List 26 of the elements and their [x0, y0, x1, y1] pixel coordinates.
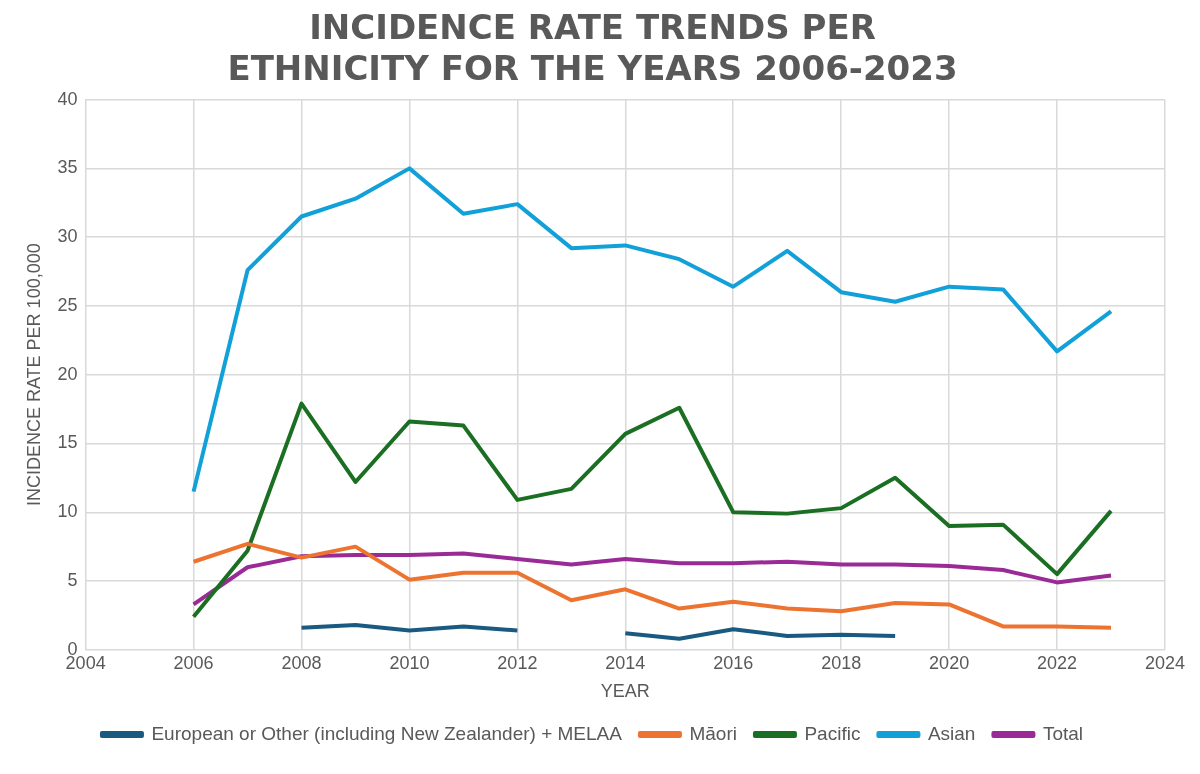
y-tick-label: 25 — [57, 294, 78, 315]
y-tick-label: 40 — [57, 88, 78, 109]
x-tick-label: 2014 — [605, 652, 646, 673]
x-tick-label: 2024 — [1144, 652, 1186, 673]
y-tick-label: 30 — [57, 226, 78, 247]
legend-label: Māori — [689, 722, 737, 744]
x-tick-label: 2020 — [929, 652, 970, 673]
y-tick-label: 5 — [67, 569, 78, 590]
legend-label: Total — [1042, 722, 1084, 744]
y-axis-title: INCIDENCE RATE PER 100,000 — [23, 243, 44, 507]
y-tick-label: 15 — [57, 432, 78, 453]
x-tick-label: 2016 — [713, 652, 754, 673]
legend-label: Pacific — [804, 722, 861, 744]
legend-label: Asian — [927, 722, 976, 744]
x-tick-label: 2018 — [821, 652, 862, 673]
x-tick-label: 2022 — [1037, 652, 1078, 673]
x-tick-label: 2008 — [281, 652, 322, 673]
x-tick-label: 2012 — [497, 652, 538, 673]
y-tick-label: 20 — [57, 363, 78, 384]
legend-label: European or Other (including New Zealander) + MELAA — [151, 722, 623, 744]
y-tick-label: 35 — [57, 157, 78, 178]
x-tick-label: 2010 — [389, 652, 430, 673]
x-axis-title: YEAR — [600, 681, 650, 702]
x-tick-label: 2006 — [173, 652, 214, 673]
chart-title: INCIDENCE RATE TRENDS PER ETHNICITY FOR THE YEARS 2006-2023 — [227, 7, 958, 89]
y-tick-label: 10 — [57, 501, 78, 522]
